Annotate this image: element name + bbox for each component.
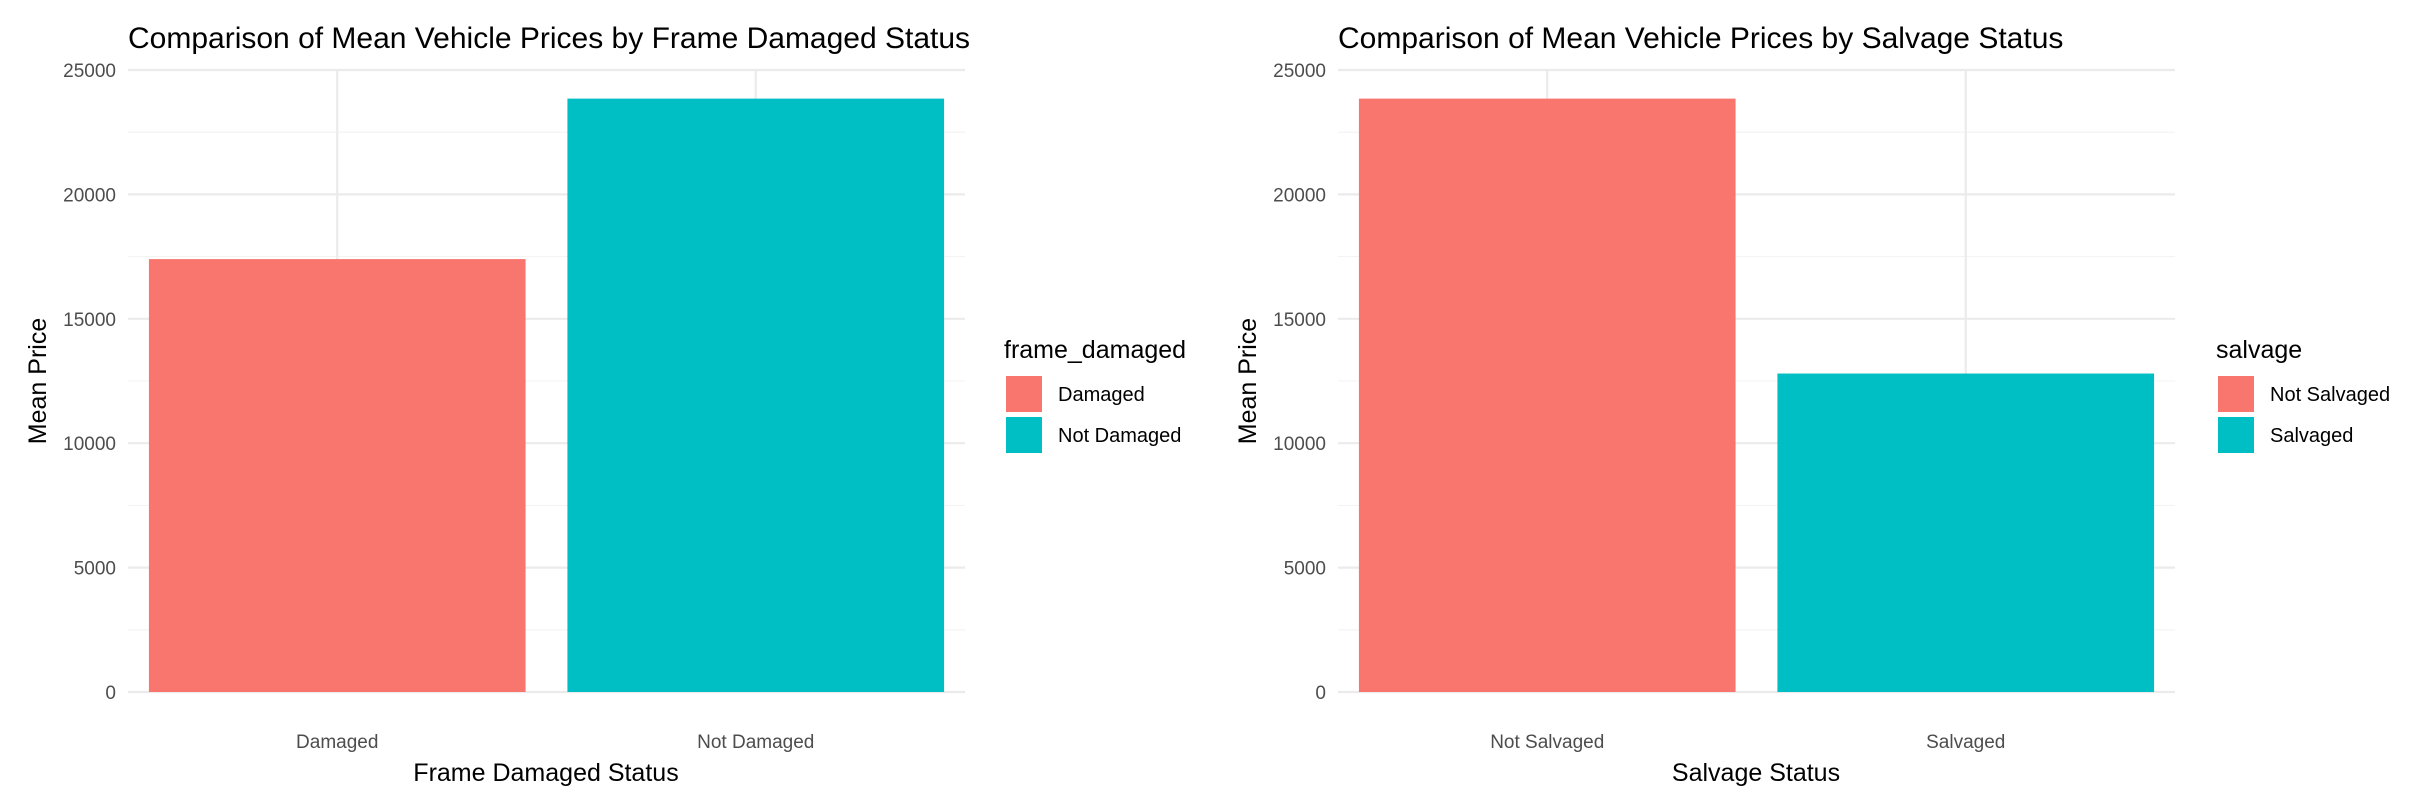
bar-damaged [148, 259, 526, 692]
legend: salvage Not Salvaged Salvaged [2216, 336, 2390, 453]
legend-title: frame_damaged [1004, 336, 1186, 364]
y-axis-title: Mean Price [1234, 318, 1262, 444]
y-tick-label: 15000 [63, 310, 116, 331]
x-tick-label: Not Salvaged [1490, 732, 1604, 753]
y-tick-label: 10000 [1273, 434, 1326, 455]
y-tick-label: 25000 [1273, 61, 1326, 82]
chart-frame-damaged: 0 5000 10000 15000 20000 25000 Damaged Not Dama… [24, 22, 1186, 787]
chart-title: Comparison of Mean Vehicle Prices by Fra… [128, 22, 970, 55]
bars [1358, 98, 2155, 692]
legend: frame_damaged Damaged Not Damaged [1004, 336, 1186, 453]
y-tick-label: 0 [105, 683, 116, 704]
legend-swatch [2218, 376, 2254, 412]
x-tick-label: Not Damaged [697, 732, 814, 753]
y-tick-label: 0 [1315, 683, 1326, 704]
legend-label: Not Salvaged [2270, 384, 2390, 406]
x-axis-title: Frame Damaged Status [413, 759, 678, 787]
y-tick-label: 20000 [1273, 185, 1326, 206]
legend-swatch [2218, 417, 2254, 453]
legend-title: salvage [2216, 336, 2302, 364]
y-axis-title: Mean Price [24, 318, 52, 444]
bars [148, 98, 945, 692]
y-axis-ticks: 0 5000 10000 15000 20000 25000 [1273, 61, 1326, 704]
bar-not-salvaged [1358, 98, 1736, 692]
legend-swatch [1006, 376, 1042, 412]
y-tick-label: 10000 [63, 434, 116, 455]
x-tick-label: Salvaged [1926, 732, 2005, 753]
chart-salvage: 0 5000 10000 15000 20000 25000 Not Salvaged Sal… [1234, 22, 2390, 787]
legend-label: Not Damaged [1058, 425, 1181, 447]
bar-not-damaged [567, 98, 945, 692]
y-tick-label: 20000 [63, 185, 116, 206]
y-axis-ticks: 0 5000 10000 15000 20000 25000 [63, 61, 116, 704]
legend-swatch [1006, 417, 1042, 453]
bar-salvaged [1777, 373, 2155, 692]
y-tick-label: 15000 [1273, 310, 1326, 331]
x-axis-ticks: Not Salvaged Salvaged [1490, 732, 2005, 753]
y-tick-label: 5000 [1284, 559, 1326, 580]
y-tick-label: 25000 [63, 61, 116, 82]
x-axis-ticks: Damaged Not Damaged [296, 732, 814, 753]
legend-label: Salvaged [2270, 425, 2353, 447]
chart-title: Comparison of Mean Vehicle Prices by Sal… [1338, 22, 2063, 55]
x-axis-title: Salvage Status [1672, 759, 1840, 787]
legend-label: Damaged [1058, 384, 1145, 406]
y-tick-label: 5000 [74, 559, 116, 580]
x-tick-label: Damaged [296, 732, 378, 753]
